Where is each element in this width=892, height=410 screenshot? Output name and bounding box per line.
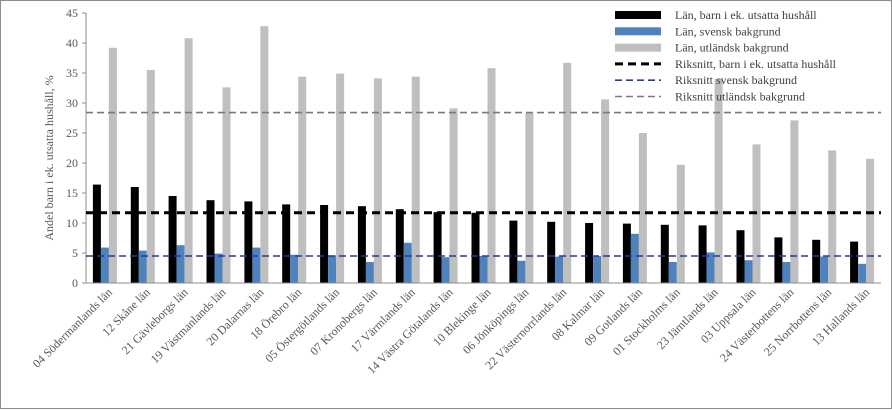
legend-label: Län, barn i ek. utsatta hushåll xyxy=(675,8,817,22)
bar-series-3 xyxy=(487,68,496,283)
bar-series-2 xyxy=(214,253,223,283)
bar-series-3 xyxy=(336,73,345,283)
legend-swatch xyxy=(615,43,661,52)
legend-label: Riksnitt svensk bakgrund xyxy=(675,73,797,87)
bar-series-1 xyxy=(92,184,101,283)
y-tick-label: 5 xyxy=(72,246,78,260)
y-tick-label: 25 xyxy=(66,126,78,140)
bar-series-3 xyxy=(828,150,837,283)
bar-series-1 xyxy=(850,241,859,283)
x-tick-label: 25 Norrbottens län xyxy=(761,285,835,359)
bar-series-1 xyxy=(585,223,594,283)
bar-series-1 xyxy=(812,239,821,283)
bar-series-2 xyxy=(706,252,715,283)
legend-label: Län, utländsk bakgrund xyxy=(675,41,789,55)
bar-series-3 xyxy=(108,47,117,283)
y-tick-label: 45 xyxy=(66,6,78,20)
bar-series-1 xyxy=(471,212,480,283)
bar-series-1 xyxy=(357,206,366,283)
bar-series-2 xyxy=(403,242,412,283)
bar-series-2 xyxy=(176,245,185,283)
bar-series-1 xyxy=(244,201,253,283)
bar-series-3 xyxy=(790,120,799,284)
bar-series-1 xyxy=(395,209,404,283)
x-tick-label: 06 Jönköpings län xyxy=(460,285,532,357)
bar-series-3 xyxy=(676,164,685,283)
bar-series-2 xyxy=(744,260,753,283)
legend-swatch xyxy=(615,27,661,36)
bar-series-1 xyxy=(282,204,291,283)
bar-series-1 xyxy=(206,200,215,283)
y-axis-label: Andel barn i ek. utsatta hushåll, % xyxy=(42,75,56,240)
bar-series-3 xyxy=(184,38,193,284)
bar-series-2 xyxy=(858,263,867,283)
bar-series-3 xyxy=(866,158,875,283)
bar-series-3 xyxy=(714,79,723,283)
reference-lines-group xyxy=(86,111,881,257)
bar-series-1 xyxy=(547,221,556,283)
y-tick-label: 35 xyxy=(66,66,78,80)
bar-series-2 xyxy=(820,256,829,283)
legend-label: Län, svensk bakgrund xyxy=(675,24,781,38)
bar-series-3 xyxy=(411,76,420,283)
bar-series-3 xyxy=(373,78,382,284)
bar-series-3 xyxy=(146,70,155,283)
y-tick-label: 30 xyxy=(66,96,78,110)
bar-series-3 xyxy=(638,133,647,283)
bar-series-1 xyxy=(168,196,177,283)
legend-swatch xyxy=(615,11,661,19)
bar-series-1 xyxy=(433,212,442,283)
bar-series-2 xyxy=(630,233,639,283)
legend: Län, barn i ek. utsatta hushåll Län, sven… xyxy=(615,8,837,104)
bar-series-3 xyxy=(563,62,572,283)
bar-series-3 xyxy=(298,76,307,283)
bar-series-1 xyxy=(320,205,329,283)
bar-series-1 xyxy=(660,224,669,283)
bar-series-2 xyxy=(555,256,564,283)
x-tick-label: 21 Gävleborgs län xyxy=(119,285,191,357)
bar-series-2 xyxy=(479,256,488,283)
bar-series-1 xyxy=(774,237,783,283)
x-tick-label: 01 Stockholms län xyxy=(610,285,683,358)
bar-series-3 xyxy=(601,99,610,284)
bar-series-2 xyxy=(593,256,602,283)
bar-series-3 xyxy=(449,108,458,284)
bar-series-3 xyxy=(525,113,534,283)
bar-series-3 xyxy=(260,26,269,283)
bar-series-2 xyxy=(365,262,374,283)
bars-group xyxy=(92,26,875,284)
bar-series-3 xyxy=(222,87,231,284)
bar-series-2 xyxy=(252,247,261,283)
bar-series-2 xyxy=(290,254,299,283)
bar-series-2 xyxy=(668,262,677,283)
bar-series-1 xyxy=(622,223,631,283)
bar-series-2 xyxy=(138,250,147,283)
bar-series-1 xyxy=(698,225,707,283)
legend-label: Riksnitt utländsk bakgrund xyxy=(675,90,805,104)
legend-label: Riksnitt, barn i ek. utsatta hushåll xyxy=(675,57,837,71)
bar-series-1 xyxy=(130,187,139,283)
y-tick-label: 15 xyxy=(66,186,78,200)
y-tick-label: 10 xyxy=(66,216,78,230)
x-tick-label: 07 Kronobergs län xyxy=(307,285,380,358)
bar-series-2 xyxy=(517,260,526,283)
bar-series-2 xyxy=(328,255,337,283)
bar-series-2 xyxy=(441,257,450,283)
y-tick-label: 0 xyxy=(72,276,78,290)
bar-series-2 xyxy=(782,262,791,283)
y-tick-label: 40 xyxy=(66,36,78,50)
bar-series-2 xyxy=(100,247,109,283)
bar-series-1 xyxy=(509,220,518,283)
y-axis: 0 5 10 15 20 25 30 35 40 45 xyxy=(66,6,87,290)
y-tick-label: 20 xyxy=(66,156,78,170)
